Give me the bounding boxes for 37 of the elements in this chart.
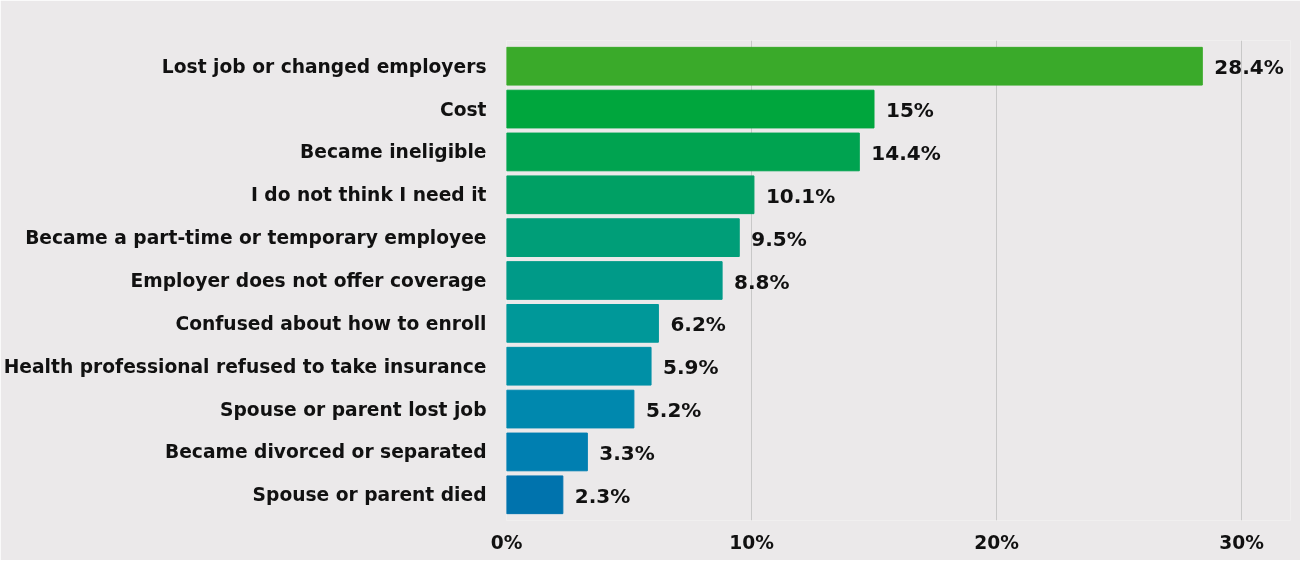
y-tick-label: Spouse or parent died bbox=[252, 484, 487, 506]
data-label: 9.5% bbox=[751, 226, 807, 251]
x-tick-label: 0% bbox=[490, 531, 523, 553]
x-tick-label: 10% bbox=[729, 531, 775, 553]
bar bbox=[506, 218, 740, 257]
data-label: 8.8% bbox=[734, 269, 790, 294]
y-tick-label: Employer does not offer coverage bbox=[130, 270, 487, 291]
bar bbox=[506, 89, 875, 129]
bar bbox=[506, 132, 860, 172]
y-tick-label: Lost job or changed employers bbox=[161, 55, 487, 77]
data-label: 5.9% bbox=[663, 355, 719, 380]
data-label: 14.4% bbox=[871, 140, 941, 165]
bar bbox=[506, 175, 755, 215]
data-label: 15% bbox=[886, 98, 934, 123]
data-label: 3.3% bbox=[599, 440, 655, 465]
x-tick-label: 30% bbox=[1219, 531, 1265, 553]
y-tick-label: Became a part-time or temporary employee bbox=[25, 227, 487, 249]
bar bbox=[506, 389, 635, 429]
x-tick-label: 20% bbox=[974, 531, 1020, 553]
bar bbox=[506, 475, 564, 515]
y-tick-label: Became ineligible bbox=[300, 141, 487, 163]
data-label: 28.4% bbox=[1214, 55, 1284, 80]
bar bbox=[506, 346, 652, 386]
y-tick-label: Spouse or parent lost job bbox=[220, 398, 487, 420]
bar bbox=[506, 46, 1203, 86]
y-tick-label: I do not think I need it bbox=[250, 184, 487, 206]
y-tick-label: Health professional refused to take insurance bbox=[3, 355, 487, 377]
data-label: 6.2% bbox=[670, 312, 726, 337]
bar bbox=[506, 304, 659, 343]
y-tick-label: Confused about how to enroll bbox=[175, 312, 487, 334]
data-label: 10.1% bbox=[765, 183, 836, 208]
bar bbox=[506, 432, 588, 472]
y-tick-label: Became divorced or separated bbox=[164, 441, 487, 463]
data-label: 5.2% bbox=[645, 398, 702, 423]
bar bbox=[506, 261, 723, 300]
y-tick-label: Cost bbox=[439, 98, 487, 120]
data-label: 2.3% bbox=[574, 483, 631, 508]
